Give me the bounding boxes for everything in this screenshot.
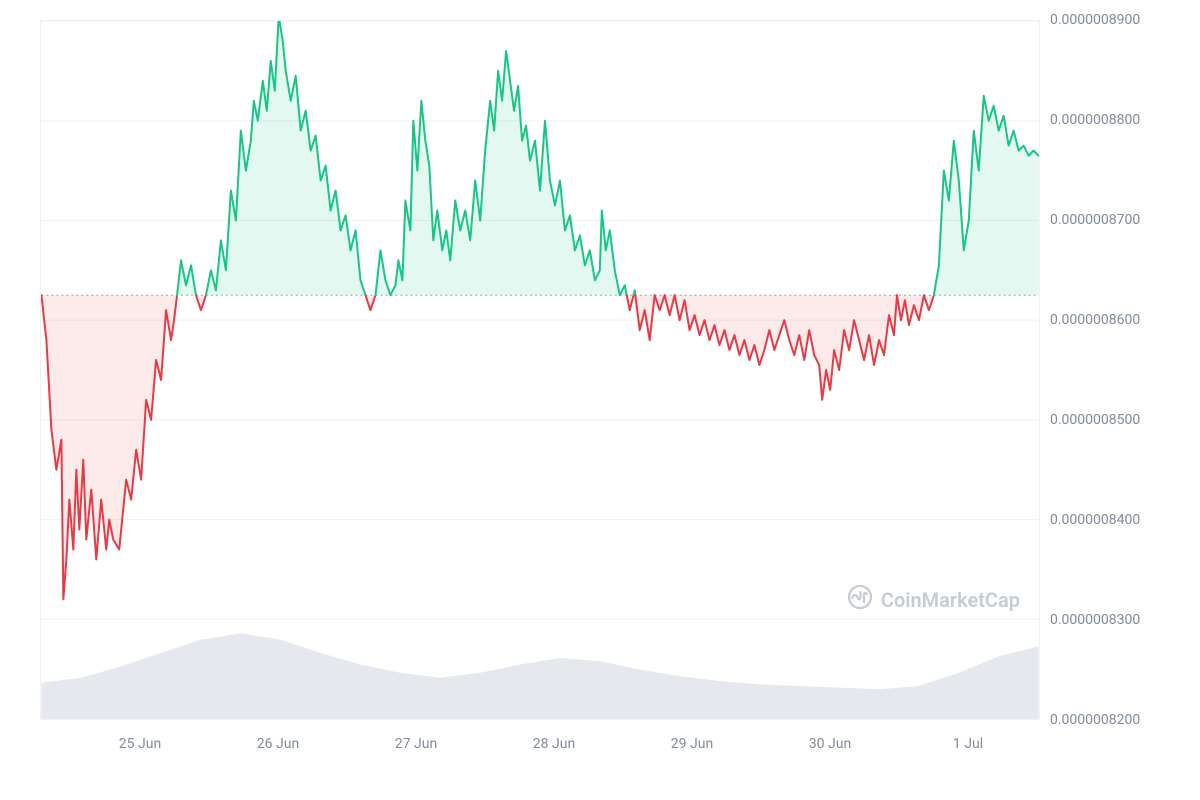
x-tick-label: 29 Jun [671, 736, 713, 752]
y-tick-label: 0.0000008600 [1050, 312, 1140, 328]
cmc-logo-icon [847, 584, 873, 615]
x-tick-label: 28 Jun [533, 736, 575, 752]
x-tick-label: 25 Jun [119, 736, 161, 752]
x-tick-label: 27 Jun [395, 736, 437, 752]
y-axis-labels: 0.00000082000.00000083000.00000084000.00… [1050, 20, 1190, 720]
y-tick-label: 0.0000008200 [1050, 712, 1140, 728]
y-tick-label: 0.0000008700 [1050, 212, 1140, 228]
x-tick-label: 26 Jun [257, 736, 299, 752]
price-chart: CoinMarketCap [40, 20, 1040, 720]
chart-svg [40, 20, 1040, 720]
y-tick-label: 0.0000008500 [1050, 412, 1140, 428]
x-tick-label: 1 Jul [953, 736, 983, 752]
y-tick-label: 0.0000008900 [1050, 12, 1140, 28]
y-tick-label: 0.0000008400 [1050, 512, 1140, 528]
y-tick-label: 0.0000008300 [1050, 612, 1140, 628]
y-tick-label: 0.0000008800 [1050, 112, 1140, 128]
x-axis-labels: 25 Jun 26 Jun 27 Jun 28 Jun 29 Jun 30 Jun 1 Ju… [40, 730, 1040, 760]
x-tick-label: 30 Jun [809, 736, 851, 752]
watermark-text: CoinMarketCap [881, 588, 1020, 612]
watermark: CoinMarketCap [847, 584, 1020, 615]
